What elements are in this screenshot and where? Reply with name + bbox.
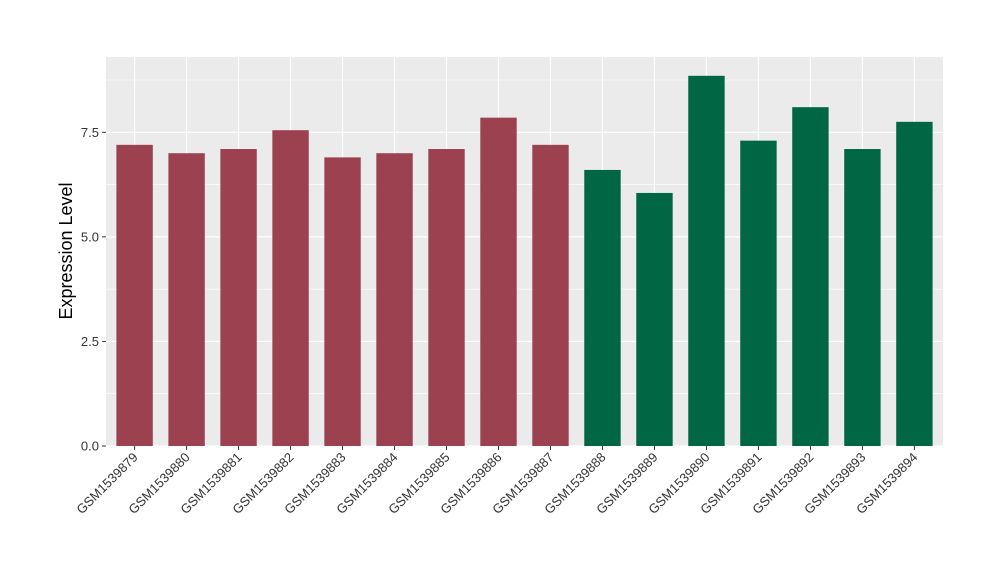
bar-GSM1539883 (324, 157, 361, 447)
x-axis: GSM1539879GSM1539880GSM1539881GSM1539882… (73, 446, 921, 517)
y-tick-label: 5.0 (81, 229, 99, 244)
bar-GSM1539893 (844, 149, 881, 447)
bar-GSM1539885 (428, 149, 465, 447)
bars (116, 75, 933, 447)
y-tick-label: 2.5 (81, 334, 99, 349)
bar-GSM1539881 (220, 149, 257, 447)
bar-GSM1539891 (740, 140, 777, 446)
bar-GSM1539886 (480, 117, 517, 446)
bar-GSM1539879 (116, 144, 153, 446)
bar-GSM1539882 (272, 130, 309, 447)
y-axis-title: Expression Level (56, 182, 76, 319)
bar-GSM1539888 (584, 169, 621, 446)
y-tick-label: 0.0 (81, 439, 99, 454)
bar-GSM1539890 (688, 75, 725, 447)
bar-GSM1539894 (896, 121, 933, 446)
y-tick-label: 7.5 (81, 125, 99, 140)
bar-GSM1539887 (532, 144, 569, 446)
y-axis: 0.0 2.5 5.0 7.5 (81, 125, 106, 454)
bar-GSM1539892 (792, 107, 829, 447)
bar-GSM1539884 (376, 153, 413, 447)
bar-GSM1539889 (636, 192, 673, 446)
bar-GSM1539880 (168, 153, 205, 447)
